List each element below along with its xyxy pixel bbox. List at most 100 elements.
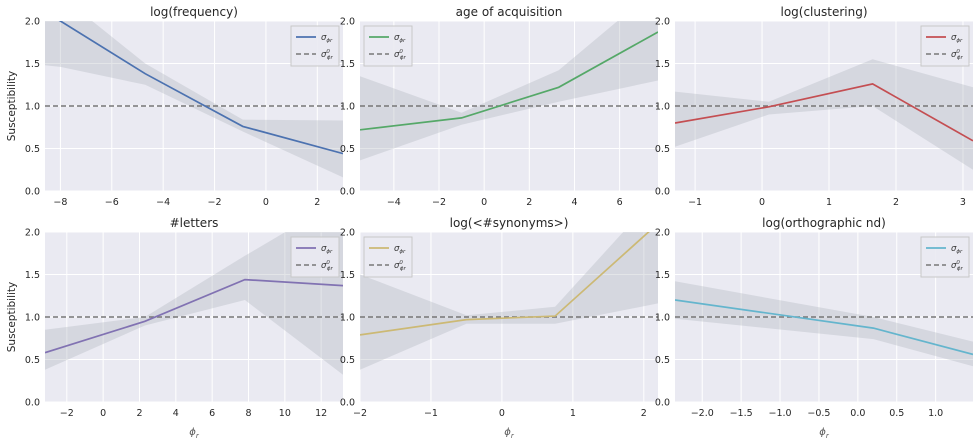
y-tick-label: 0.5: [340, 144, 355, 155]
x-tick-label: −2.0: [691, 408, 714, 419]
legend-reference-superscript: 0: [399, 49, 403, 55]
x-tick-label: 0: [499, 408, 505, 419]
plot-content: [675, 281, 973, 367]
confidence-band: [675, 281, 973, 367]
y-tick-label: 0.0: [340, 187, 355, 198]
legend-reference-subscript: ϕr: [400, 55, 407, 61]
legend-reference-subscript: ϕr: [400, 266, 407, 272]
series-line: [675, 82, 973, 142]
y-tick-label: 0.0: [25, 398, 40, 409]
legend-reference-subscript: ϕr: [957, 266, 964, 272]
legend-series-subscript: ϕr: [399, 38, 406, 44]
y-tick-label: 2.0: [340, 228, 355, 239]
y-tick-label: 2.0: [655, 17, 670, 28]
panel-3: 0.0 0.5 1.0 1.5 2.0 −1 0 1 2 3 log(clustering) σϕrσ…: [655, 5, 973, 208]
series-line: [675, 299, 973, 356]
y-tick-label: 1.0: [340, 102, 355, 113]
legend-series-label: σϕr: [394, 33, 406, 44]
x-tick-label: 0: [263, 197, 269, 208]
panel-2: 0.0 0.5 1.0 1.5 2.0 −4 −2 0 2 4 6 age of acquisitio…: [340, 5, 658, 208]
x-tick-label: 12: [315, 408, 327, 419]
series-line: [58, 21, 343, 155]
x-tick-label: −2: [353, 408, 367, 419]
y-tick-label: 1.5: [655, 59, 670, 70]
x-axis-label: ϕr: [504, 427, 515, 440]
legend-series-subscript: ϕr: [326, 249, 333, 255]
y-tick-label: 0.0: [340, 398, 355, 409]
x-tick-label: 2: [314, 197, 320, 208]
y-tick-label: 0.5: [25, 355, 40, 366]
y-tick-label: 1.0: [25, 313, 40, 324]
legend-series-label: σϕr: [321, 244, 333, 255]
plot-content: [675, 59, 973, 170]
x-tick-label: 2: [526, 197, 532, 208]
y-tick-label: 0.5: [25, 144, 40, 155]
legend-series-subscript: ϕr: [956, 249, 963, 255]
x-tick-label: −2: [432, 197, 446, 208]
y-tick-label: 1.5: [25, 270, 40, 281]
y-tick-label: 1.0: [655, 313, 670, 324]
legend-series-subscript: ϕr: [956, 38, 963, 44]
x-tick-label: 10: [279, 408, 291, 419]
y-tick-label: 2.0: [25, 17, 40, 28]
x-tick-label: 0.5: [889, 408, 904, 419]
y-tick-label: 0.5: [655, 355, 670, 366]
plot-content: [45, 232, 343, 375]
x-tick-label: −1.0: [769, 408, 792, 419]
x-tick-label: 6: [209, 408, 215, 419]
legend-box: [920, 25, 970, 67]
x-tick-label: −6: [105, 197, 119, 208]
legend-box: [290, 236, 340, 278]
x-tick-label: 2: [136, 408, 142, 419]
x-tick-label: 2: [641, 408, 647, 419]
panel-6: 0.0 0.5 1.0 1.5 2.0 −2.0 −1.5 −1.0 −0.5 0.0 0.5 1.0…: [655, 216, 973, 440]
x-axis-label: ϕr: [189, 427, 200, 440]
x-tick-label: −4: [156, 197, 170, 208]
legend-series-label: σϕr: [951, 33, 963, 44]
x-tick-label: −1: [424, 408, 438, 419]
x-axis-label-subscript: r: [196, 432, 200, 440]
x-tick-label: 6: [617, 197, 623, 208]
y-axis-label-top: Susceptibility: [6, 71, 18, 141]
y-tick-label: 0.5: [655, 144, 670, 155]
panel-4: 0.00.51.01.52.0−2 0 2 4 6 8 10 12#lettersϕrσϕrσ…: [25, 216, 343, 440]
legend-series-label: σϕr: [321, 33, 333, 44]
x-tick-label: 1: [570, 408, 576, 419]
x-tick-label: −0.5: [807, 408, 830, 419]
series-line: [360, 232, 650, 336]
plot-content: [360, 232, 658, 370]
x-tick-label: 0: [100, 408, 106, 419]
legend-reference-subscript: ϕr: [327, 55, 334, 61]
plot-content: [45, 21, 343, 178]
series-line: [45, 278, 343, 354]
y-tick-label: 1.5: [655, 270, 670, 281]
legend-reference-superscript: 0: [326, 49, 330, 55]
x-tick-label: 4: [571, 197, 577, 208]
legend-series-subscript: ϕr: [326, 38, 333, 44]
legend-reference-superscript: 0: [956, 260, 960, 266]
legend-series-subscript: ϕr: [399, 249, 406, 255]
x-tick-label: −2: [60, 408, 74, 419]
panel-title: log(<#synonyms>): [450, 216, 569, 230]
panel-5: 0.0 0.5 1.0 1.5 2.0 −2 −1 0 1 2 log(<#synonyms>) ϕr…: [340, 216, 658, 440]
y-axis-label-bottom: Susceptibility: [6, 282, 18, 352]
legend-series-label: σϕr: [394, 244, 406, 255]
y-tick-label: 1.5: [340, 270, 355, 281]
legend-reference-superscript: 0: [326, 260, 330, 266]
series-line: [360, 31, 658, 131]
x-tick-label: 1.0: [928, 408, 943, 419]
panel-title: log(clustering): [780, 5, 867, 19]
x-tick-label: −2: [208, 197, 222, 208]
x-tick-label: 0.0: [850, 408, 865, 419]
x-tick-label: −4: [387, 197, 401, 208]
y-tick-label: 1.0: [25, 102, 40, 113]
legend-reference-subscript: ϕr: [957, 55, 964, 61]
y-tick-label: 0.0: [655, 187, 670, 198]
